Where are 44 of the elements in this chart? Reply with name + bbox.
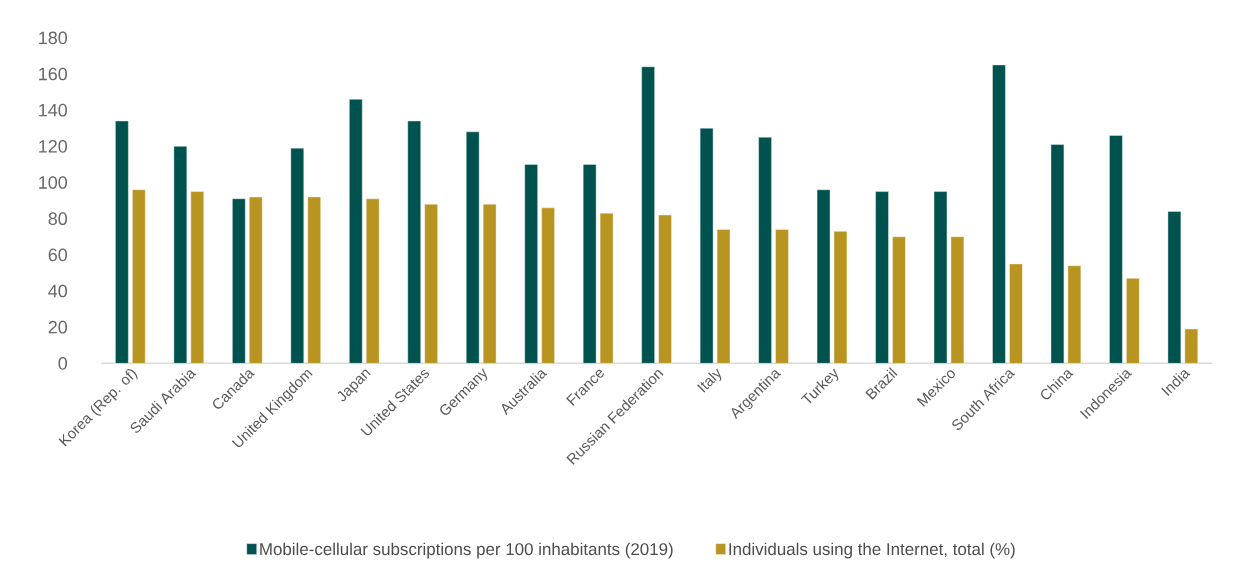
y-tick-label: 0: [58, 356, 68, 370]
bar: [424, 203, 438, 364]
bar: [775, 229, 789, 364]
bar: [466, 131, 480, 364]
y-tick-label: 40: [48, 284, 68, 298]
bar: [232, 198, 246, 364]
bar: [366, 198, 380, 364]
bar: [641, 66, 655, 364]
bar: [190, 191, 204, 364]
legend-label: Individuals using the Internet, total (%): [729, 542, 1015, 559]
bar: [658, 214, 672, 364]
bar: [132, 189, 146, 364]
bar: [875, 191, 889, 364]
bar: [950, 236, 965, 364]
bar: [524, 164, 538, 364]
legend-label: Mobile-cellular subscriptions per 100 inhabitants (2019): [260, 542, 673, 559]
bar: [716, 229, 731, 364]
bar: [249, 196, 263, 364]
bar: [541, 207, 555, 364]
bar: [482, 203, 497, 364]
bar: [1067, 265, 1082, 364]
y-tick-label: 100: [39, 175, 68, 189]
y-tick-label: 120: [39, 139, 68, 153]
bar: [992, 64, 1006, 364]
bar: [290, 147, 304, 364]
bar: [599, 212, 614, 364]
bar: [1184, 328, 1198, 364]
bar: [115, 120, 129, 364]
bar: [307, 196, 321, 364]
bar: [758, 136, 772, 364]
bar: [892, 236, 906, 364]
y-tick-label: 20: [48, 320, 68, 334]
bar: [1109, 135, 1123, 364]
y-tick-label: 80: [48, 212, 68, 225]
bar: [407, 120, 421, 364]
bar: [1009, 263, 1023, 364]
y-tick-label: 160: [39, 67, 68, 81]
x-tick-label: Italy: [697, 368, 722, 393]
y-tick-label: 140: [39, 103, 68, 117]
y-tick-label: 180: [39, 31, 68, 44]
y-tick-label: 60: [48, 248, 68, 262]
bar: [833, 230, 848, 364]
bar: [1126, 277, 1140, 364]
bar: [349, 98, 363, 364]
